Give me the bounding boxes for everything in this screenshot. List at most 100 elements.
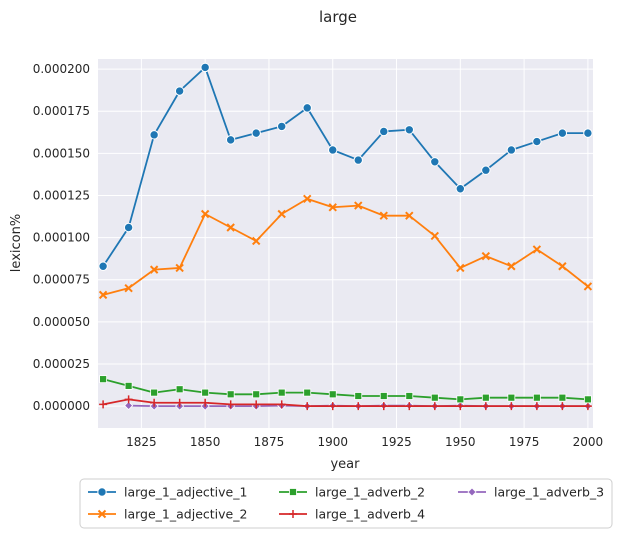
data-point (98, 290, 108, 300)
y-axis-ticks: 0.000000 0.000025 0.000050 0.000075 0.000100… (33, 62, 90, 413)
legend-swatch-marker (97, 487, 107, 497)
y-tick-label: 0.000125 (33, 188, 90, 202)
data-point (430, 393, 439, 402)
legend-item: large_1_adjective_1 (88, 485, 247, 500)
data-point (200, 209, 210, 219)
y-tick-label: 0.000175 (33, 104, 90, 118)
legend-swatch-marker (289, 510, 297, 518)
x-tick-label: 1900 (317, 435, 348, 449)
series-line (102, 197, 589, 296)
data-point (150, 388, 159, 397)
data-point (353, 155, 363, 165)
legend-item: large_1_adverb_4 (279, 507, 425, 522)
legend-label: large_1_adverb_2 (315, 485, 425, 500)
data-point (175, 263, 184, 273)
y-tick-label: 0.000200 (33, 62, 90, 76)
data-point (481, 251, 491, 261)
data-point (201, 398, 210, 407)
data-point (99, 400, 108, 409)
y-tick-label: 0.000075 (33, 273, 90, 287)
data-point (405, 211, 414, 220)
data-point (98, 261, 108, 271)
data-point (583, 282, 593, 291)
x-tick-label: 1975 (509, 435, 540, 449)
legend-swatch-marker (97, 509, 107, 519)
data-point (201, 388, 210, 397)
x-tick-label: 2000 (573, 435, 604, 449)
x-axis-label: year (330, 457, 360, 472)
data-point (379, 126, 389, 137)
series-line (102, 398, 588, 407)
data-point (404, 125, 414, 135)
data-point (174, 86, 185, 96)
x-tick-label: 1850 (190, 435, 221, 449)
data-point (481, 402, 490, 411)
data-point (277, 209, 286, 219)
data-point (252, 390, 261, 399)
data-point (251, 128, 261, 138)
y-tick-label: 0.000150 (33, 146, 90, 160)
series-large_1_adjective_2 (98, 194, 593, 300)
data-point (583, 395, 592, 404)
legend-label: large_1_adverb_3 (494, 485, 604, 500)
data-point (328, 390, 337, 399)
data-point (150, 398, 159, 407)
data-point (354, 392, 363, 400)
data-point (430, 231, 440, 241)
data-point (456, 395, 465, 404)
data-point (456, 402, 465, 411)
legend-label: large_1_adverb_4 (315, 507, 425, 522)
data-point (303, 402, 312, 411)
data-point (507, 262, 516, 271)
legend: large_1_adjective_1 large_1_adjective_2 la… (79, 478, 613, 529)
data-point (558, 402, 567, 411)
series-line (102, 378, 588, 401)
chart-title: large (319, 8, 357, 26)
x-axis-ticks: 1825 1850 1875 1900 1925 1950 1975 2000 (126, 435, 603, 449)
data-point (124, 395, 133, 404)
y-axis-label: lexicon% (9, 214, 24, 272)
data-point (507, 402, 516, 411)
data-point (124, 381, 133, 390)
data-point (99, 375, 108, 384)
data-point (277, 388, 286, 397)
data-point (532, 402, 541, 411)
legend-swatch-marker (289, 488, 297, 496)
data-point (456, 263, 465, 273)
legend-label: large_1_adjective_1 (124, 485, 247, 500)
legend-item: large_1_adverb_2 (279, 485, 425, 500)
data-point (328, 203, 337, 212)
data-point (481, 393, 490, 402)
data-point (583, 128, 593, 138)
series-layer (98, 62, 593, 411)
data-point (532, 136, 542, 147)
data-point (558, 262, 567, 271)
data-point (303, 388, 312, 397)
data-point (149, 130, 159, 140)
series-line (102, 66, 588, 267)
series-large_1_adjective_1 (98, 62, 593, 271)
data-point (354, 201, 363, 210)
legend-swatch-marker (467, 487, 477, 497)
series-large_1_adverb_2 (99, 375, 592, 404)
data-point (558, 393, 567, 402)
data-point (124, 283, 133, 293)
data-point (277, 400, 286, 409)
data-point (175, 398, 184, 407)
data-point (583, 402, 592, 411)
data-point (303, 194, 312, 204)
y-tick-label: 0.000050 (33, 315, 90, 329)
data-point (149, 265, 159, 274)
y-tick-label: 0.000000 (33, 399, 90, 413)
data-point (328, 145, 338, 155)
data-point (354, 402, 363, 411)
data-point (481, 165, 491, 175)
data-point (251, 236, 261, 246)
data-point (405, 402, 414, 411)
data-point (507, 393, 516, 402)
legend-label: large_1_adjective_2 (124, 507, 247, 522)
data-point (226, 390, 235, 399)
series-large_1_adverb_4 (99, 395, 592, 411)
data-point (302, 103, 312, 113)
data-point (532, 393, 541, 402)
